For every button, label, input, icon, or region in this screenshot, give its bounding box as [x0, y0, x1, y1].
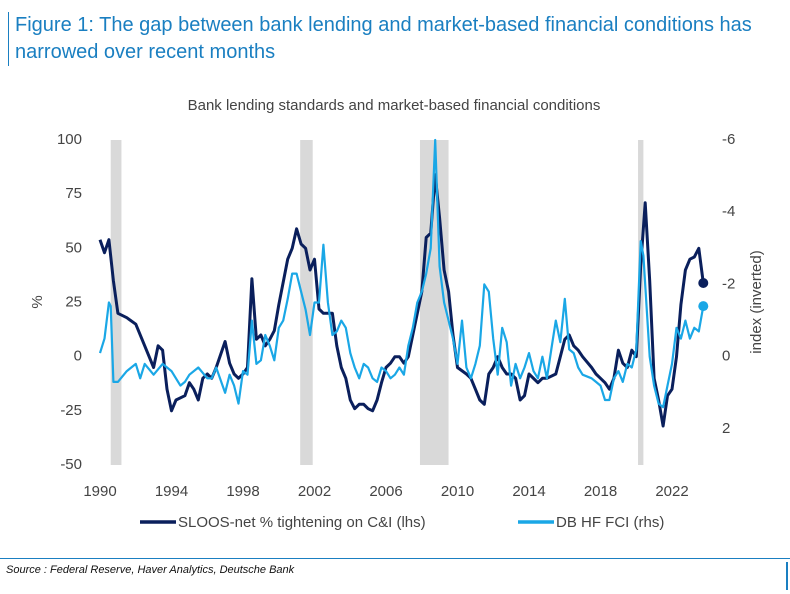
x-tick-label: 1994: [155, 483, 188, 500]
figure-title: Figure 1: The gap between bank lending a…: [8, 12, 785, 66]
x-tick-label: 2006: [369, 483, 402, 500]
x-tick-label: 1990: [83, 483, 116, 500]
legend-label: DB HF FCI (rhs): [556, 514, 664, 531]
y-tick-label: 0: [74, 348, 82, 365]
y-axis-label: %: [29, 295, 46, 308]
y-tick-label: 50: [65, 239, 82, 256]
x-tick-label: 1998: [226, 483, 259, 500]
x-tick-label: 2010: [441, 483, 474, 500]
series-line: [98, 138, 705, 409]
border-accent: [786, 562, 788, 590]
y2-tick-label: 2: [722, 420, 730, 437]
legend-label: SLOOS-net % tightening on C&I (lhs): [178, 514, 426, 531]
y2-tick-label: -2: [722, 275, 735, 292]
y-tick-label: -50: [60, 456, 82, 473]
y2-tick-label: -6: [722, 131, 735, 148]
end-point: [698, 301, 709, 312]
y-tick-label: -25: [60, 402, 82, 419]
y-tick-label: 75: [65, 185, 82, 202]
recession-band: [300, 140, 313, 465]
y-tick-label: 100: [57, 131, 82, 148]
source-note: Source : Federal Reserve, Haver Analytic…: [6, 564, 295, 576]
x-tick-label: 2014: [512, 483, 545, 500]
recession-band: [638, 140, 644, 465]
x-tick-label: 2018: [584, 483, 617, 500]
y2-axis-label: index (inverted): [748, 250, 765, 353]
chart-title: Bank lending standards and market-based …: [188, 97, 601, 114]
end-point: [698, 278, 709, 288]
separator: [0, 558, 790, 559]
x-tick-label: 2022: [655, 483, 688, 500]
x-tick-label: 2002: [298, 483, 331, 500]
y2-tick-label: -4: [722, 203, 735, 220]
y2-tick-label: 0: [722, 348, 730, 365]
y-tick-label: 25: [65, 293, 82, 310]
